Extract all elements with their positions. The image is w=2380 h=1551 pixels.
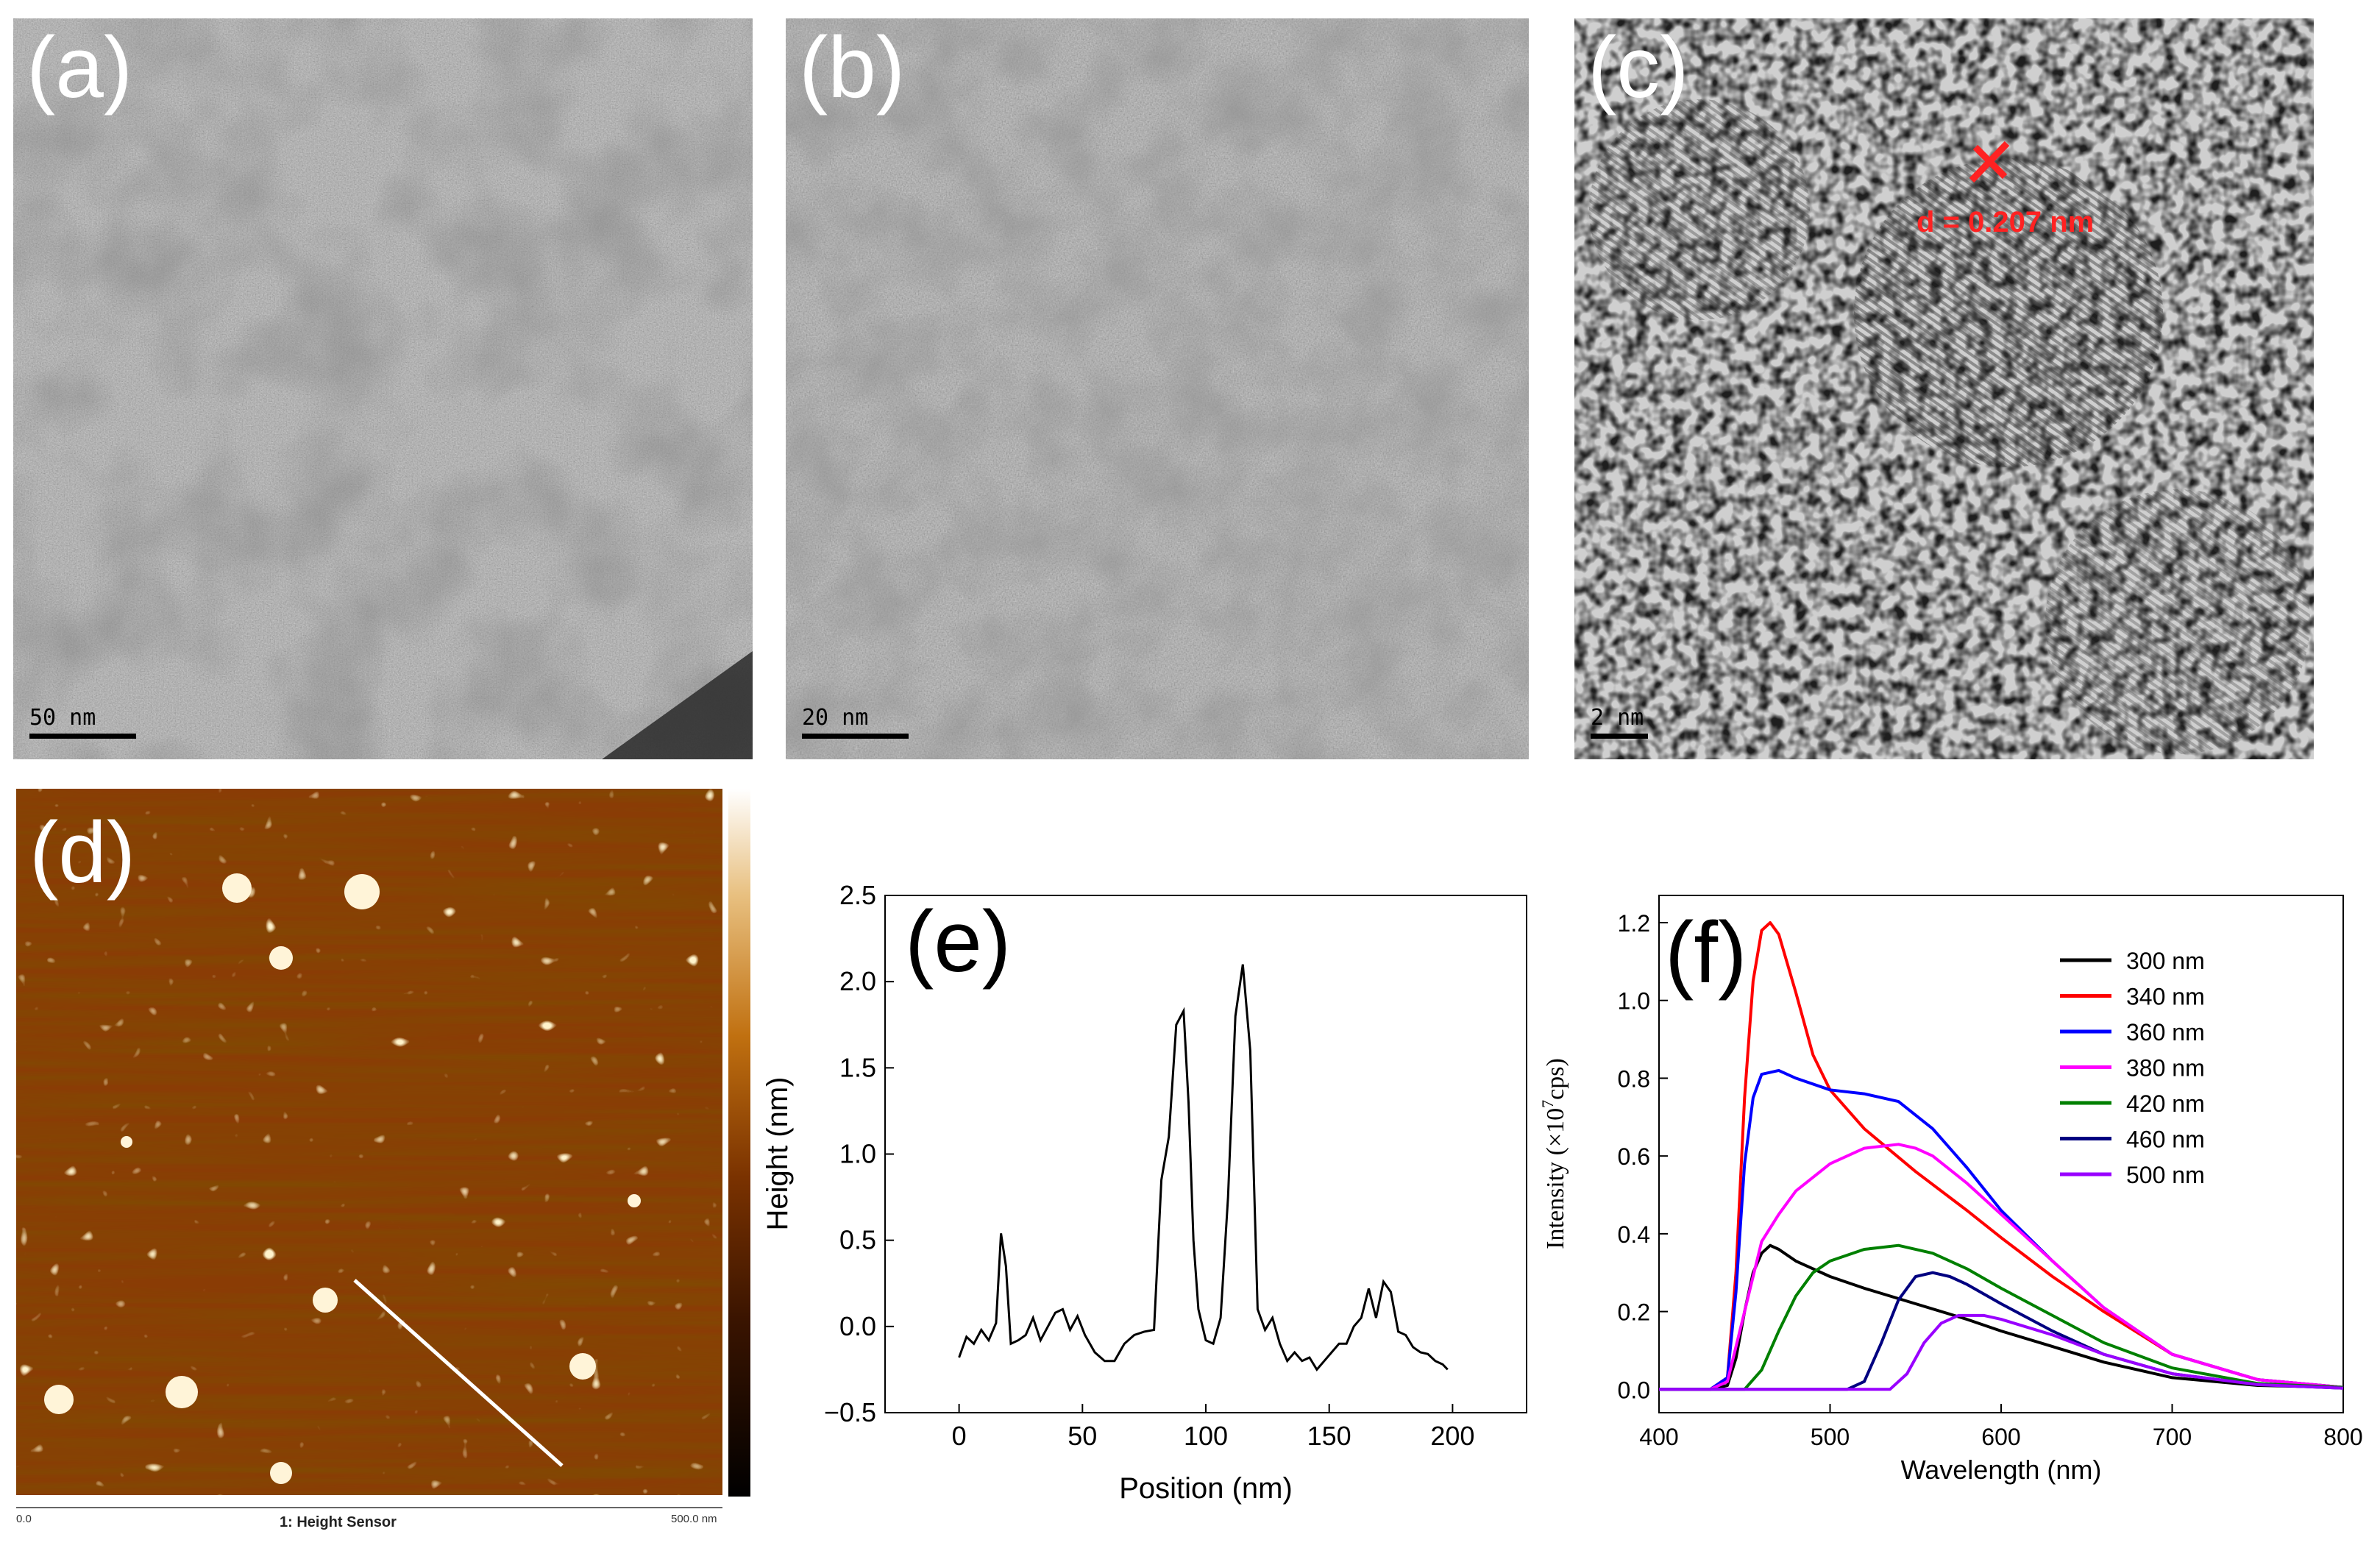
height-profile-line bbox=[958, 964, 1449, 1371]
chart-f-ytick-label: 0.4 bbox=[1618, 1221, 1650, 1248]
series-line-340-nm bbox=[1659, 921, 2344, 1391]
chart-f-ylabel-tail: cps) bbox=[1542, 1058, 1569, 1100]
series-line-360-nm bbox=[1659, 1068, 2344, 1391]
afm-colorbar bbox=[728, 789, 750, 1497]
lattice-marker bbox=[1969, 141, 2010, 183]
legend-label: 380 nm bbox=[2126, 1055, 2205, 1082]
panel-label-e: (e) bbox=[905, 893, 1011, 990]
chart-e-xlabel: Position (nm) bbox=[1119, 1472, 1293, 1505]
afm-profile-line bbox=[353, 1279, 564, 1467]
chart-f-ylabel-main: Intensity (×10 bbox=[1542, 1108, 1569, 1249]
chart-e-ytick-label: 0.5 bbox=[839, 1225, 876, 1255]
chart-f-ytick-label: 1.0 bbox=[1618, 988, 1650, 1015]
chart-e-ytick-label: 0.0 bbox=[839, 1311, 876, 1341]
legend-label: 340 nm bbox=[2126, 984, 2205, 1010]
scale-bar-a: 50 nm bbox=[29, 705, 136, 739]
chart-e-ytick-label: −0.5 bbox=[824, 1397, 876, 1427]
chart-f-xtick-label: 500 bbox=[1811, 1424, 1850, 1450]
series-line-380-nm bbox=[1659, 1143, 2344, 1391]
afm-particles bbox=[44, 873, 641, 1484]
panel-label-d: (d) bbox=[29, 804, 136, 901]
chart-f: 400 500 600 700 800 0.0 0.2 0.4 0.6 0.8 1.0 1.2 300… bbox=[1538, 895, 2363, 1485]
chart-e-ytick-label: 2.5 bbox=[839, 880, 876, 910]
panel-label-b: (b) bbox=[799, 19, 906, 116]
chart-e-xtick-label: 0 bbox=[952, 1421, 967, 1451]
scale-bar-c-line bbox=[1591, 734, 1648, 739]
chart-f-ytick-label: 0.2 bbox=[1618, 1299, 1650, 1326]
legend-label: 460 nm bbox=[2126, 1126, 2205, 1153]
chart-e-ytick-label: 1.5 bbox=[839, 1052, 876, 1082]
tem-texture-b bbox=[786, 18, 1529, 759]
scale-bar-c-text: 2 nm bbox=[1591, 705, 1644, 731]
chart-f-xtick-label: 700 bbox=[2153, 1424, 2192, 1450]
chart-e: 0 50 100 150 200 −0.5 0.0 0.5 1.0 1.5 2.0 2.5 (e) P… bbox=[761, 880, 1527, 1505]
scale-bar-b: 20 nm bbox=[802, 705, 909, 739]
chart-f-xtick-label: 600 bbox=[1981, 1424, 2020, 1450]
series-line-500-nm bbox=[1659, 1313, 2344, 1391]
legend-label: 300 nm bbox=[2126, 948, 2205, 974]
afm-texture-d bbox=[16, 789, 722, 1495]
chart-f-xtick-label: 800 bbox=[2323, 1424, 2362, 1450]
tem-texture-a bbox=[13, 18, 753, 759]
chart-f-legend: 300 nm 340 nm 360 nm 380 nm 420 nm 460 nm 500 … bbox=[2060, 948, 2205, 1188]
legend-label: 420 nm bbox=[2126, 1090, 2205, 1117]
chart-f-ylabel-sup: 7 bbox=[1538, 1100, 1557, 1108]
chart-e-ticks: 0 50 100 150 200 −0.5 0.0 0.5 1.0 1.5 2.0 2.5 bbox=[824, 880, 1475, 1451]
panel-label-c: (c) bbox=[1588, 19, 1689, 116]
chart-f-ytick-label: 1.2 bbox=[1618, 910, 1650, 937]
scale-bar-b-text: 20 nm bbox=[802, 705, 869, 731]
chart-f-ytick-label: 0.0 bbox=[1618, 1377, 1650, 1403]
afm-axis-title: 1: Height Sensor bbox=[280, 1514, 397, 1530]
chart-e-ylabel: Height (nm) bbox=[761, 1077, 794, 1231]
chart-e-ytick-label: 2.0 bbox=[839, 966, 876, 996]
scale-bar-c: 2 nm bbox=[1591, 705, 1648, 739]
panel-label-f: (f) bbox=[1665, 904, 1747, 1001]
chart-f-frame bbox=[1658, 895, 2344, 1413]
scale-bar-a-text: 50 nm bbox=[29, 705, 96, 731]
legend-label: 360 nm bbox=[2126, 1019, 2205, 1046]
chart-f-ylabel: Intensity (×107cps) bbox=[1538, 1058, 1569, 1249]
scale-bar-b-line bbox=[802, 734, 909, 739]
afm-axis-left: 0.0 bbox=[16, 1513, 32, 1525]
chart-f-ytick-label: 0.6 bbox=[1618, 1143, 1650, 1170]
chart-f-xtick-label: 400 bbox=[1639, 1424, 1678, 1450]
hrtem-image-c: (c) d = 0.207 nm 2 nm bbox=[1574, 18, 2314, 759]
d-spacing-annotation: d = 0.207 nm bbox=[1917, 206, 2095, 238]
chart-e-xtick-label: 150 bbox=[1307, 1421, 1351, 1451]
afm-axis-line bbox=[16, 1507, 722, 1508]
tem-image-a: (a) 50 nm bbox=[13, 18, 753, 759]
hrtem-texture-c bbox=[1574, 18, 2314, 759]
chart-f-ticks: 400 500 600 700 800 0.0 0.2 0.4 0.6 0.8 1.0 1.2 bbox=[1618, 910, 2363, 1450]
chart-e-ytick-label: 1.0 bbox=[839, 1139, 876, 1169]
tem-image-b: (b) 20 nm bbox=[786, 18, 1529, 759]
chart-e-xtick-label: 200 bbox=[1430, 1421, 1474, 1451]
series-line-420-nm bbox=[1659, 1243, 2344, 1391]
afm-image-d: (d) bbox=[16, 789, 722, 1495]
chart-f-series bbox=[1659, 921, 2344, 1391]
scale-bar-a-line bbox=[29, 734, 136, 739]
chart-f-ytick-label: 0.8 bbox=[1618, 1065, 1650, 1092]
chart-e-xtick-label: 100 bbox=[1184, 1421, 1228, 1451]
afm-axis-right: 500.0 nm bbox=[671, 1513, 717, 1525]
legend-label: 500 nm bbox=[2126, 1162, 2205, 1188]
chart-f-xlabel: Wavelength (nm) bbox=[1901, 1455, 2102, 1485]
panel-label-a: (a) bbox=[26, 19, 133, 116]
chart-e-xtick-label: 50 bbox=[1068, 1421, 1097, 1451]
series-line-300-nm bbox=[1659, 1243, 2344, 1391]
